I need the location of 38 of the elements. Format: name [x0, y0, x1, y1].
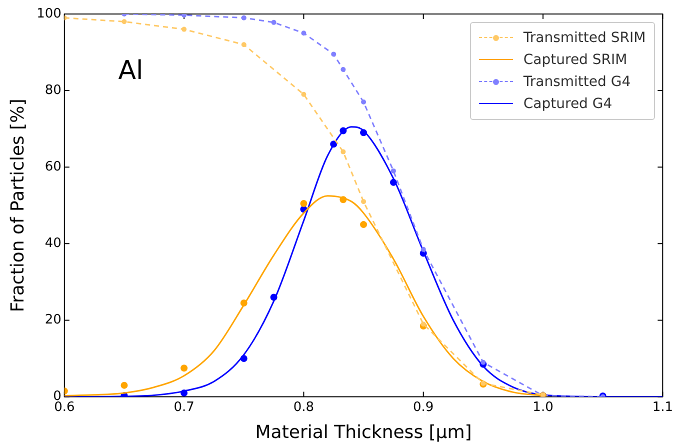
point: [390, 168, 396, 174]
legend-label: Transmitted SRIM: [523, 30, 646, 46]
point: [480, 360, 486, 365]
point: [241, 15, 246, 20]
y-tick-label: 80: [44, 82, 62, 98]
y-axis-title: Fraction of Particles [%]: [7, 98, 28, 312]
point: [182, 26, 187, 32]
legend-label: Transmitted G4: [523, 74, 631, 90]
point: [241, 42, 246, 48]
legend-label: Captured G4: [523, 96, 612, 112]
x-tick-label: 1.0: [532, 400, 554, 415]
point: [360, 221, 368, 228]
point: [122, 19, 127, 24]
y-tick-label: 40: [44, 236, 62, 252]
point: [420, 322, 426, 327]
point: [300, 200, 308, 207]
point: [340, 149, 346, 154]
legend-label: Captured SRIM: [523, 52, 628, 68]
x-tick-label: 0.7: [174, 400, 194, 415]
point: [420, 246, 426, 252]
point: [182, 14, 187, 18]
point: [301, 30, 306, 36]
point: [361, 199, 366, 204]
x-axis-title: Material Thickness [μm]: [255, 422, 472, 443]
point: [180, 364, 188, 372]
point: [340, 67, 346, 72]
x-tick-label: 1.1: [652, 400, 674, 415]
y-tick-label: 20: [44, 312, 62, 328]
annotation: Al: [118, 56, 144, 86]
point: [301, 92, 306, 97]
point: [361, 100, 366, 105]
x-tick-label: 0.8: [293, 400, 314, 415]
y-tick-label: 60: [44, 159, 62, 174]
y-tick-label: 100: [36, 6, 62, 22]
point: [120, 382, 128, 389]
point: [271, 20, 276, 25]
x-tick-label: 0.9: [413, 400, 434, 415]
point: [331, 52, 336, 57]
